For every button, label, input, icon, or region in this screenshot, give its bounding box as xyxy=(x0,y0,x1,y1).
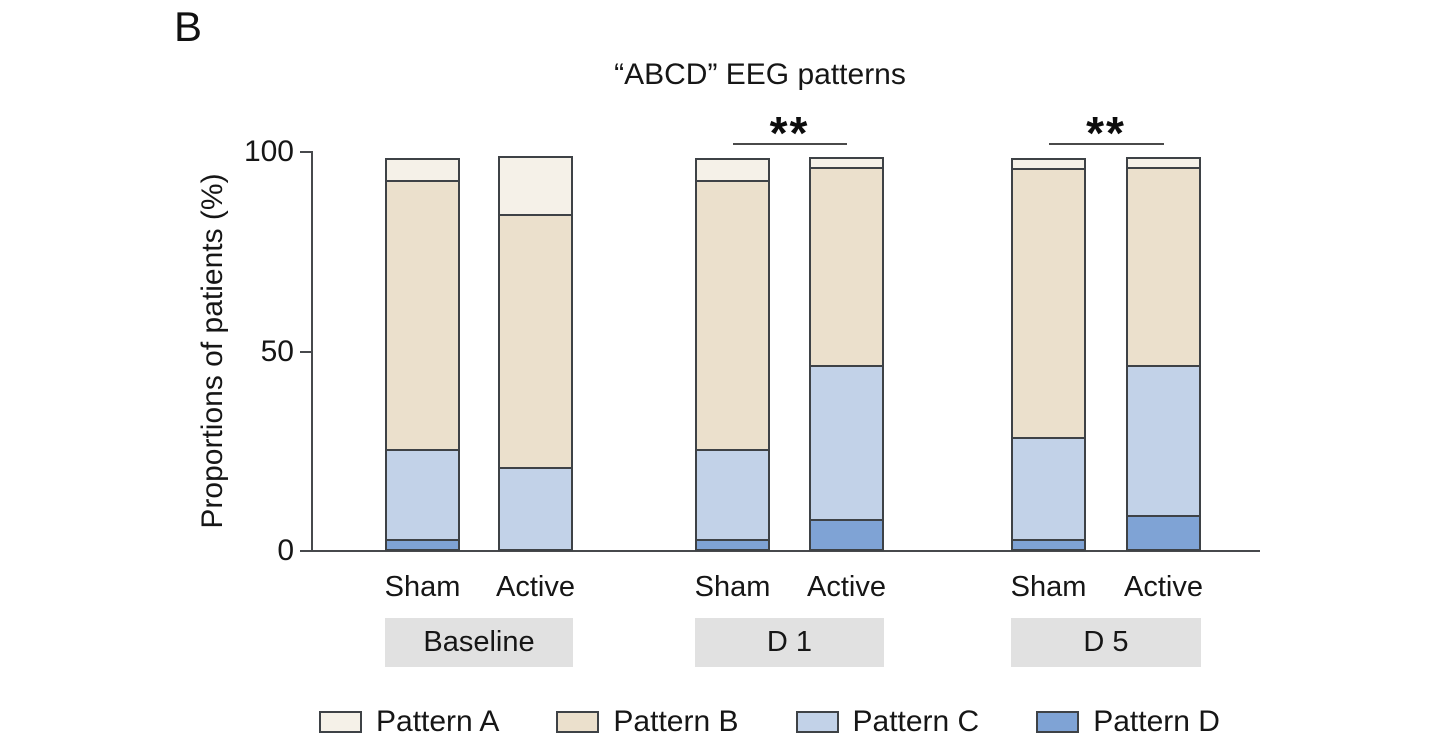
segment-d-1-sham-pattern-c xyxy=(695,449,770,541)
bar-d-5-active xyxy=(1126,157,1201,551)
y-tick-label-100: 100 xyxy=(243,135,294,168)
y-tick-label-0: 0 xyxy=(277,534,294,567)
x-axis-line xyxy=(311,550,1260,552)
bar-label-baseline-active: Active xyxy=(496,571,575,603)
bar-label-d-1-active: Active xyxy=(807,571,886,603)
panel-label: B xyxy=(174,3,203,50)
segment-d-5-sham-pattern-b xyxy=(1011,168,1086,439)
legend-swatch-pattern-c xyxy=(795,711,839,733)
segment-d-5-sham-pattern-d xyxy=(1011,539,1086,551)
bar-label-baseline-sham: Sham xyxy=(384,571,461,603)
legend: Pattern A Pattern B Pattern C Pattern D xyxy=(319,704,1220,740)
segment-d-1-active-pattern-c xyxy=(809,365,884,521)
segment-baseline-sham-pattern-a xyxy=(385,158,460,182)
bar-d-5-sham xyxy=(1011,158,1086,551)
segment-d-1-sham-pattern-a xyxy=(695,158,770,182)
segment-baseline-sham-pattern-d xyxy=(385,539,460,551)
legend-item-pattern-a: Pattern A xyxy=(319,704,499,740)
bar-label-d-1-sham: Sham xyxy=(694,571,771,603)
legend-label-pattern-d: Pattern D xyxy=(1093,705,1220,738)
segment-baseline-sham-pattern-c xyxy=(385,449,460,541)
segment-d-1-sham-pattern-b xyxy=(695,180,770,451)
bar-d-1-active xyxy=(809,157,884,551)
legend-swatch-pattern-b xyxy=(556,711,600,733)
chart-title: “ABCD” EEG patterns xyxy=(614,58,906,91)
bar-d-1-sham xyxy=(695,158,770,551)
legend-label-pattern-b: Pattern B xyxy=(613,705,739,738)
bar-label-d-5-active: Active xyxy=(1124,571,1203,603)
legend-label-pattern-a: Pattern A xyxy=(376,705,500,738)
legend-item-pattern-d: Pattern D xyxy=(1036,704,1220,740)
segment-d-5-active-pattern-c xyxy=(1126,365,1201,517)
segment-d-1-active-pattern-d xyxy=(809,519,884,551)
bar-baseline-active xyxy=(498,156,573,551)
y-tick-mark-0 xyxy=(300,550,312,552)
group-label-d-1: D 1 xyxy=(695,618,884,667)
y-tick-label-50: 50 xyxy=(260,334,294,368)
segment-baseline-active-pattern-b xyxy=(498,214,573,469)
legend-swatch-pattern-d xyxy=(1036,711,1080,733)
significance-line-d-1 xyxy=(732,143,847,145)
legend-item-pattern-c: Pattern C xyxy=(795,704,980,740)
segment-d-1-active-pattern-b xyxy=(809,167,884,367)
legend-item-pattern-b: Pattern B xyxy=(556,704,739,740)
significance-stars-d-1: ** xyxy=(769,107,810,159)
bar-label-d-5-sham: Sham xyxy=(1010,571,1087,603)
significance-line-d-5 xyxy=(1048,143,1164,145)
y-tick-mark-50 xyxy=(300,350,312,353)
group-label-baseline: Baseline xyxy=(385,618,573,667)
segment-baseline-active-pattern-a xyxy=(498,156,573,216)
bar-baseline-sham xyxy=(385,158,460,551)
segment-d-1-sham-pattern-d xyxy=(695,539,770,551)
y-axis-line xyxy=(311,151,313,552)
segment-d-5-active-pattern-b xyxy=(1126,167,1201,367)
y-axis-title: Proportions of patients (%) xyxy=(196,173,229,529)
significance-stars-d-5: ** xyxy=(1086,107,1126,159)
legend-label-pattern-c: Pattern C xyxy=(852,705,980,738)
segment-baseline-sham-pattern-b xyxy=(385,180,460,451)
segment-d-5-sham-pattern-c xyxy=(1011,437,1086,541)
segment-d-5-active-pattern-d xyxy=(1126,515,1201,551)
legend-swatch-pattern-a xyxy=(319,711,362,733)
segment-baseline-active-pattern-c xyxy=(498,467,573,551)
group-label-d-5: D 5 xyxy=(1011,618,1201,667)
y-tick-mark-100 xyxy=(300,151,312,153)
